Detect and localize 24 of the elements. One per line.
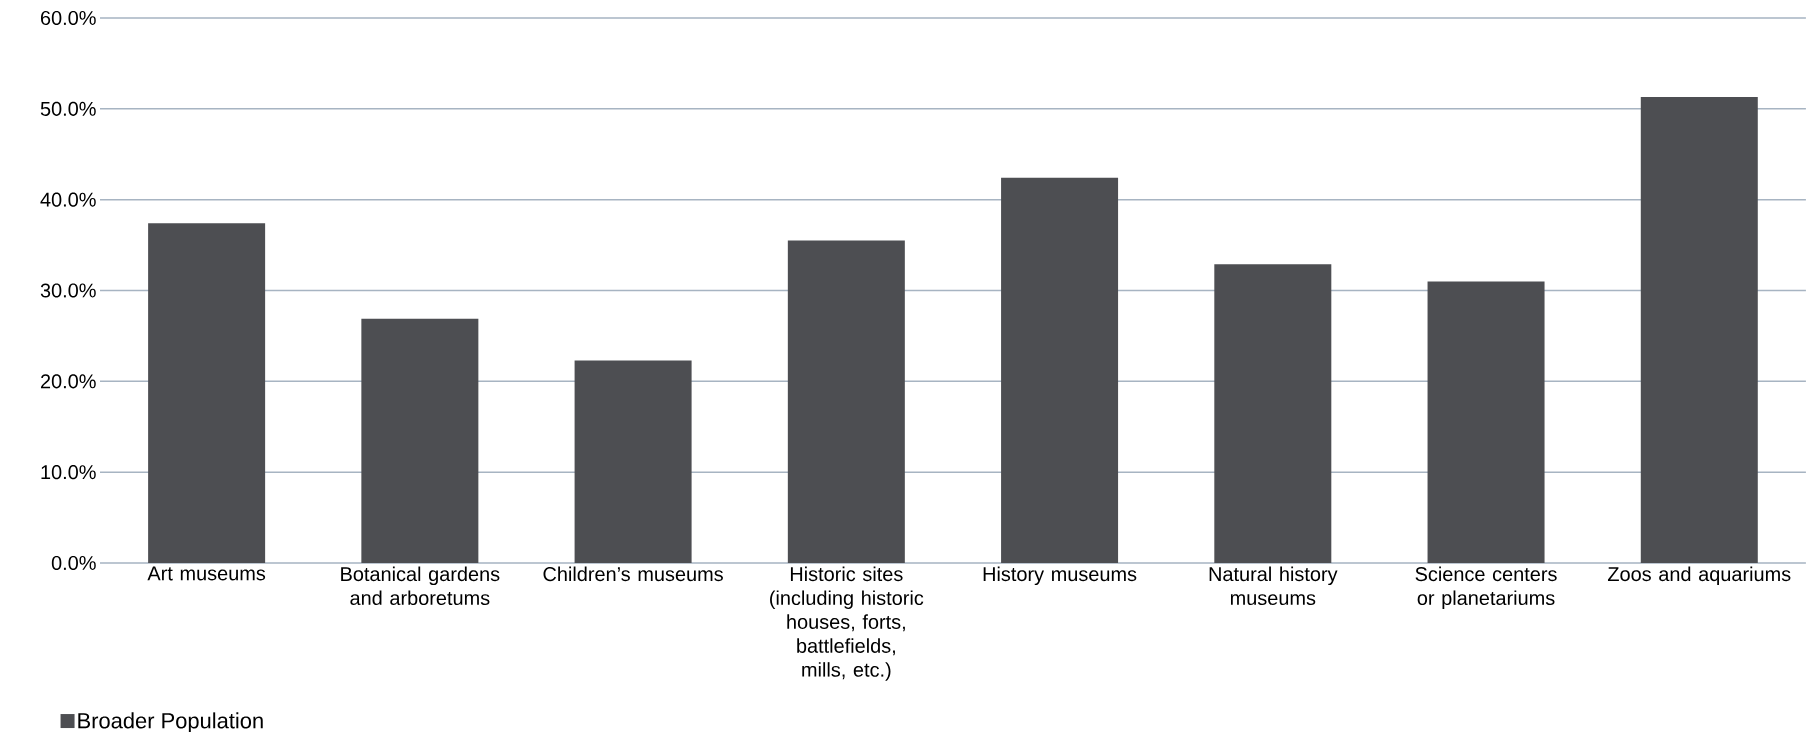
y-tick-label: 20.0% bbox=[40, 374, 96, 389]
legend-label: Broader Population bbox=[78, 712, 263, 732]
y-tick-label: 10.0% bbox=[41, 465, 96, 480]
bar bbox=[1640, 97, 1758, 563]
x-tick-label: Children’s museums bbox=[543, 566, 723, 582]
bar bbox=[1214, 264, 1332, 563]
y-tick-label: 0.0% bbox=[51, 555, 96, 571]
x-tick-label: Art museums bbox=[147, 566, 266, 581]
bar bbox=[361, 318, 479, 563]
x-tick-label: Botanical gardens and arboretums bbox=[341, 566, 500, 606]
bar bbox=[787, 240, 905, 563]
x-tick-label: Historic sites (including historic houses, forts, battlefields, mills, etc.) bbox=[770, 566, 924, 681]
x-tick-label: Zoos and aquariums bbox=[1607, 566, 1791, 586]
x-tick-label: Natural history museums bbox=[1209, 566, 1338, 606]
x-tick-label: Science centers or planetariums bbox=[1415, 566, 1557, 610]
y-tick-label: 50.0% bbox=[40, 101, 96, 116]
y-tick-label: 60.0% bbox=[41, 10, 96, 26]
bar bbox=[1001, 177, 1119, 563]
y-tick-label: 40.0% bbox=[40, 192, 96, 207]
x-tick-label: History museums bbox=[983, 566, 1137, 586]
bar bbox=[574, 360, 692, 563]
bar bbox=[148, 223, 266, 563]
bar bbox=[1427, 281, 1545, 563]
y-tick-label: 30.0% bbox=[40, 283, 96, 298]
